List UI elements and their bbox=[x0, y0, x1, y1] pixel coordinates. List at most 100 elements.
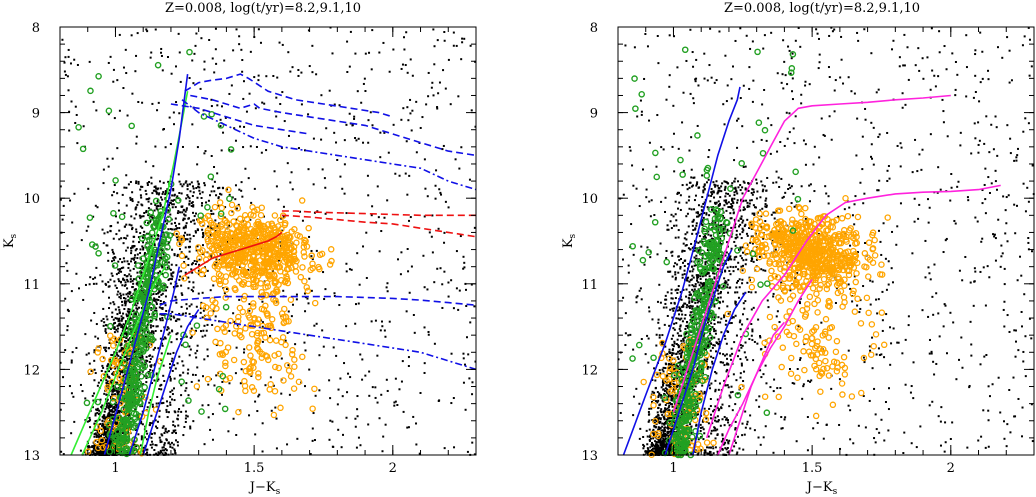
field-star bbox=[119, 344, 122, 347]
field-star bbox=[182, 217, 185, 220]
orange-star bbox=[217, 223, 225, 230]
field-star bbox=[357, 137, 360, 140]
field-star bbox=[288, 393, 291, 396]
field-star bbox=[182, 234, 185, 237]
field-star bbox=[134, 208, 137, 211]
orange-star bbox=[258, 288, 265, 296]
green-star bbox=[139, 323, 147, 330]
field-star bbox=[471, 381, 474, 384]
field-star bbox=[358, 283, 361, 286]
field-star bbox=[386, 290, 389, 293]
field-star bbox=[173, 316, 176, 319]
field-star bbox=[66, 269, 69, 272]
field-star bbox=[151, 355, 154, 358]
field-star bbox=[115, 215, 118, 218]
field-star bbox=[110, 434, 113, 437]
field-star bbox=[153, 242, 156, 245]
field-star bbox=[415, 422, 418, 425]
field-star bbox=[168, 366, 171, 369]
isochrone-line bbox=[181, 99, 477, 191]
field-star bbox=[269, 376, 272, 379]
field-star bbox=[107, 428, 110, 431]
field-star bbox=[441, 148, 444, 151]
green-star bbox=[151, 310, 159, 318]
field-star bbox=[206, 355, 209, 358]
field-star bbox=[105, 350, 108, 353]
field-star bbox=[134, 288, 137, 291]
orange-star bbox=[263, 279, 271, 287]
orange-star bbox=[292, 268, 300, 275]
field-star bbox=[118, 411, 121, 414]
field-star bbox=[444, 200, 447, 203]
field-star bbox=[307, 302, 310, 305]
field-star bbox=[123, 212, 126, 215]
field-star bbox=[404, 64, 407, 67]
field-star bbox=[225, 288, 228, 291]
field-star bbox=[120, 315, 123, 318]
field-star bbox=[165, 222, 168, 225]
field-star bbox=[233, 320, 236, 323]
field-star bbox=[196, 229, 199, 232]
field-star bbox=[165, 449, 168, 452]
field-star bbox=[162, 191, 165, 194]
field-star bbox=[203, 184, 206, 187]
field-star bbox=[162, 301, 165, 304]
field-star bbox=[217, 197, 220, 200]
field-star bbox=[170, 199, 173, 202]
field-star bbox=[141, 267, 144, 270]
orange-star bbox=[216, 280, 224, 288]
orange-star bbox=[241, 258, 249, 266]
orange-star bbox=[217, 277, 224, 284]
field-star bbox=[280, 146, 283, 149]
field-star bbox=[125, 237, 128, 240]
field-star bbox=[196, 180, 199, 183]
field-star bbox=[310, 255, 313, 258]
field-star bbox=[159, 202, 162, 205]
field-star bbox=[146, 448, 149, 451]
field-star bbox=[195, 249, 198, 252]
field-star bbox=[155, 190, 158, 193]
field-star bbox=[68, 129, 71, 132]
field-star bbox=[132, 309, 135, 312]
field-star bbox=[100, 405, 103, 408]
field-star bbox=[108, 307, 111, 310]
field-star bbox=[202, 329, 205, 332]
field-star bbox=[308, 235, 311, 238]
field-star bbox=[145, 28, 148, 31]
field-star bbox=[379, 131, 382, 134]
field-star bbox=[300, 71, 303, 74]
field-star bbox=[145, 359, 148, 362]
field-star bbox=[171, 369, 174, 372]
field-star bbox=[98, 418, 101, 421]
orange-star bbox=[244, 221, 252, 228]
field-star bbox=[158, 295, 161, 298]
orange-star bbox=[274, 223, 282, 230]
field-star bbox=[279, 103, 282, 106]
field-star bbox=[441, 283, 444, 286]
field-star bbox=[132, 267, 135, 270]
field-star bbox=[450, 279, 453, 282]
field-star bbox=[112, 318, 115, 321]
field-star bbox=[147, 222, 150, 225]
field-star bbox=[148, 301, 151, 304]
orange-star bbox=[252, 283, 259, 291]
field-star bbox=[160, 264, 163, 267]
field-star bbox=[341, 395, 344, 398]
field-star bbox=[178, 318, 181, 321]
field-star bbox=[123, 361, 126, 364]
field-star bbox=[125, 300, 128, 303]
field-star bbox=[196, 344, 199, 347]
field-star bbox=[384, 423, 387, 426]
field-star bbox=[125, 72, 128, 75]
field-star bbox=[155, 187, 158, 190]
field-star bbox=[149, 368, 152, 371]
field-star bbox=[400, 118, 403, 121]
field-star bbox=[458, 289, 461, 292]
field-star bbox=[155, 191, 158, 194]
field-star bbox=[184, 410, 187, 413]
field-star bbox=[136, 32, 139, 35]
field-star bbox=[193, 52, 196, 55]
field-star bbox=[128, 372, 131, 375]
field-star bbox=[348, 268, 351, 271]
field-star bbox=[371, 205, 374, 208]
